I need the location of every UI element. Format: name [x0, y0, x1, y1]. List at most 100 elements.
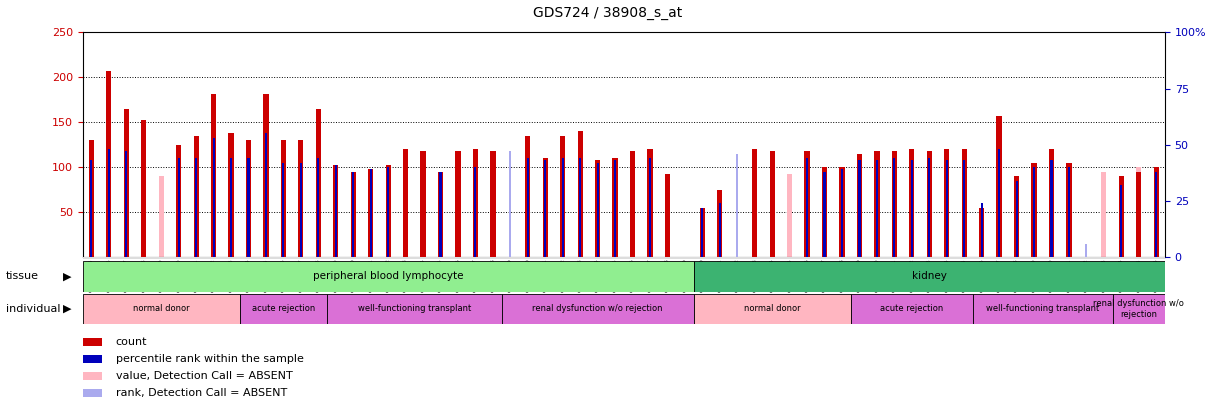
Bar — [519, 257, 536, 260]
Bar — [728, 257, 745, 260]
Bar — [1068, 167, 1070, 257]
Bar — [736, 154, 738, 257]
Bar — [402, 149, 409, 257]
Bar — [805, 151, 810, 257]
Bar — [1102, 172, 1107, 257]
Bar — [589, 257, 607, 260]
Bar — [1015, 181, 1018, 257]
Bar — [230, 158, 232, 257]
Bar — [490, 151, 495, 257]
Bar — [928, 158, 930, 257]
Bar — [1014, 176, 1019, 257]
Bar — [693, 257, 711, 260]
Bar — [310, 257, 327, 260]
Bar — [298, 140, 304, 257]
Bar — [717, 190, 722, 257]
Bar — [841, 169, 843, 257]
Bar — [83, 389, 102, 397]
Bar — [1154, 167, 1159, 257]
Bar — [473, 149, 478, 257]
Bar — [799, 257, 816, 260]
Bar — [83, 355, 102, 363]
Bar — [868, 257, 885, 260]
Bar — [527, 158, 529, 257]
Bar — [385, 166, 390, 257]
Text: count: count — [116, 337, 147, 347]
Bar — [542, 158, 548, 257]
Bar — [90, 160, 92, 257]
Bar — [1025, 257, 1043, 260]
Bar — [693, 261, 1165, 292]
Bar — [83, 261, 693, 292]
Bar — [641, 257, 659, 260]
Bar — [702, 208, 703, 257]
Bar — [647, 149, 653, 257]
Text: kidney: kidney — [912, 271, 947, 281]
Bar — [484, 257, 502, 260]
Bar — [659, 257, 676, 260]
Bar — [1051, 160, 1053, 257]
Bar — [353, 172, 354, 257]
Text: normal donor: normal donor — [133, 304, 190, 313]
Bar — [911, 160, 913, 257]
Text: individual: individual — [6, 304, 61, 314]
Bar — [106, 71, 112, 257]
Bar — [248, 158, 249, 257]
Bar — [536, 257, 554, 260]
Bar — [1032, 167, 1035, 257]
Text: rank, Detection Call = ABSENT: rank, Detection Call = ABSENT — [116, 388, 287, 398]
Bar — [300, 163, 302, 257]
Bar — [996, 116, 1002, 257]
Text: peripheral blood lymphocyte: peripheral blood lymphocyte — [313, 271, 463, 281]
Bar — [946, 160, 947, 257]
Bar — [415, 257, 432, 260]
Bar — [265, 133, 268, 257]
Bar — [665, 175, 670, 257]
Text: ▶: ▶ — [63, 304, 72, 314]
Bar — [1060, 257, 1077, 260]
Bar — [649, 158, 651, 257]
Bar — [396, 257, 415, 260]
Text: well-functioning transplant: well-functioning transplant — [986, 304, 1099, 313]
Bar — [229, 133, 233, 257]
Bar — [753, 149, 758, 257]
Bar — [502, 257, 519, 260]
Bar — [561, 136, 565, 257]
Bar — [141, 119, 146, 257]
Text: acute rejection: acute rejection — [252, 304, 315, 313]
Bar — [614, 160, 617, 257]
Bar — [962, 149, 967, 257]
Bar — [891, 151, 897, 257]
Bar — [554, 257, 572, 260]
Bar — [83, 294, 240, 324]
Bar — [630, 151, 635, 257]
Bar — [474, 167, 477, 257]
Bar — [432, 257, 449, 260]
Bar — [344, 257, 362, 260]
Bar — [421, 151, 426, 257]
Bar — [275, 257, 292, 260]
Bar — [1043, 257, 1060, 260]
Bar — [771, 154, 773, 257]
Bar — [963, 160, 966, 257]
Bar — [258, 257, 275, 260]
Bar — [240, 294, 327, 324]
Bar — [607, 257, 624, 260]
Bar — [998, 149, 1000, 257]
Bar — [350, 172, 356, 257]
Bar — [449, 257, 467, 260]
Bar — [719, 203, 721, 257]
Bar — [1136, 172, 1142, 257]
Bar — [1113, 294, 1165, 324]
Bar — [83, 338, 102, 346]
Bar — [1096, 257, 1113, 260]
Bar — [979, 208, 984, 257]
Bar — [195, 158, 197, 257]
Bar — [212, 94, 216, 257]
Bar — [83, 372, 102, 380]
Bar — [158, 176, 164, 257]
Bar — [851, 257, 868, 260]
Bar — [624, 257, 641, 260]
Bar — [83, 257, 100, 260]
Bar — [1008, 257, 1025, 260]
